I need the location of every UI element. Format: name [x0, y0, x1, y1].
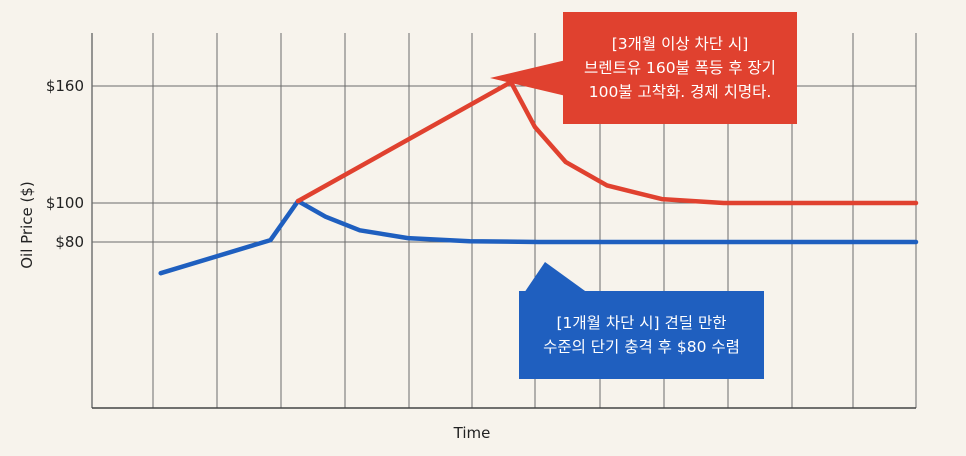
blue-scenario-line	[158, 198, 919, 276]
annotation-short-blockade: [1개월 차단 시] 견딜 만한 수준의 단기 충격 후 $80 수렴	[519, 291, 764, 379]
y-tick-label: $160	[46, 77, 84, 95]
x-axis-title: Time	[453, 424, 491, 442]
callout-pointer-red	[490, 60, 566, 96]
red-scenario-line	[295, 79, 919, 206]
y-tick-label: $80	[55, 233, 84, 251]
annotation-long-blockade: [3개월 이상 차단 시] 브렌트유 160불 폭등 후 장기 100불 고착화…	[563, 12, 797, 124]
y-tick-label: $100	[46, 194, 84, 212]
callout-pointer-blue	[522, 262, 592, 296]
y-axis-title: Oil Price ($)	[18, 181, 36, 269]
